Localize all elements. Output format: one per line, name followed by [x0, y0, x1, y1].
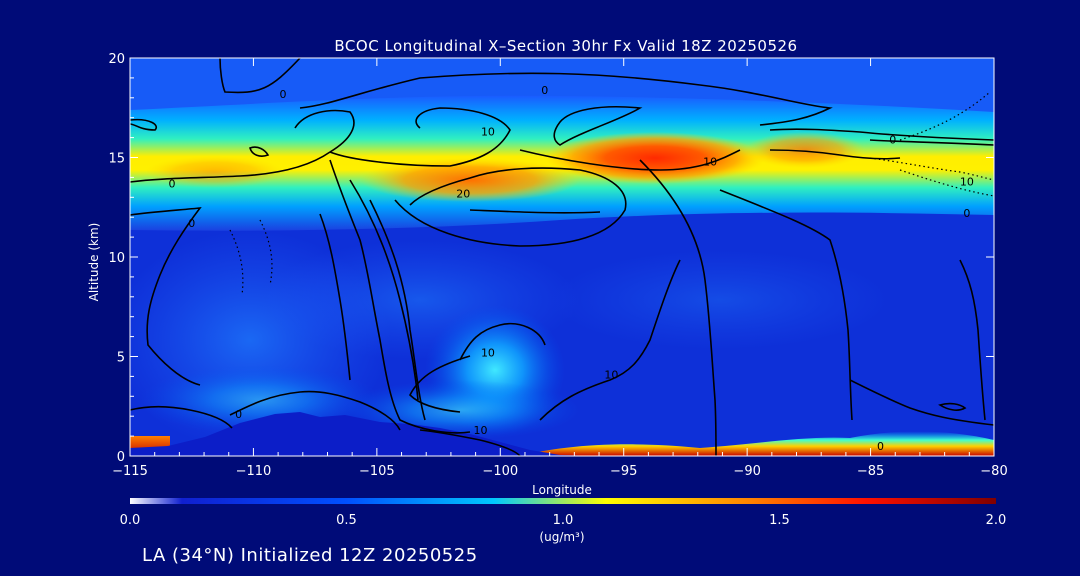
y-tick-label: 15 [108, 152, 125, 167]
contour-label: 0 [235, 408, 242, 421]
plot-area: 0 0 10 10 0 20 0 10 0 0 10 10 0 10 0 [130, 58, 994, 456]
y-tick-label: 5 [117, 351, 125, 366]
contour-label: 0 [188, 217, 195, 230]
y-axis: 0 5 10 15 20 [108, 52, 994, 465]
x-tick-label: −110 [236, 464, 272, 479]
contour-label: 10 [481, 126, 495, 139]
contour-label: 0 [963, 207, 970, 220]
chart-title: BCOC Longitudinal X–Section 30hr Fx Vali… [334, 37, 797, 55]
hot-core [545, 132, 765, 184]
y-tick-label: 10 [108, 251, 125, 266]
x-tick-label: −95 [610, 464, 637, 479]
colorbar-ticks: 0.0 0.5 1.0 1.5 2.0 [120, 513, 1007, 528]
contour-label: 0 [877, 440, 884, 453]
contour-label: 0 [541, 84, 548, 97]
x-tick-label: −90 [733, 464, 760, 479]
contour-label: 10 [474, 424, 488, 437]
contour-label: 10 [604, 368, 618, 381]
y-axis-label: Altitude (km) [87, 223, 101, 302]
contour-label: 0 [280, 88, 287, 101]
colorbar-tick-label: 1.5 [769, 513, 790, 528]
x-tick-label: −105 [359, 464, 395, 479]
colorbar-tick-label: 0.0 [120, 513, 141, 528]
colorbar-tick-label: 0.5 [336, 513, 357, 528]
contour-label: 10 [960, 175, 974, 188]
dotted-contours [229, 91, 994, 296]
orange-blob-east [745, 132, 865, 168]
contour-lines [130, 58, 994, 456]
contour-labels: 0 0 10 10 0 20 0 10 0 0 10 10 0 10 0 [168, 84, 973, 453]
y-tick-label: 20 [108, 52, 125, 67]
x-tick-label: −80 [980, 464, 1007, 479]
contour-label: 0 [889, 134, 896, 147]
x-tick-label: −115 [112, 464, 148, 479]
contour-label: 0 [168, 177, 175, 190]
footer-init-text: LA (34°N) Initialized 12Z 20250525 [142, 545, 478, 566]
terrain [130, 412, 600, 456]
eastern-surface-plume [520, 431, 994, 456]
colorbar-tick-label: 2.0 [986, 513, 1007, 528]
x-axis: −115 −110 −105 −100 −95 −90 −85 −80 [112, 58, 1008, 479]
contour-label: 10 [481, 347, 495, 360]
colorbar-tick-label: 1.0 [553, 513, 574, 528]
x-axis-label: Longitude [532, 483, 592, 497]
colorbar-unit-label: (ug/m³) [539, 530, 584, 544]
colorbar [130, 498, 996, 504]
y-tick-label: 0 [117, 450, 125, 465]
x-tick-label: −85 [857, 464, 884, 479]
x-tick-label: −100 [482, 464, 518, 479]
contour-label: 10 [703, 155, 717, 168]
contour-label: 20 [456, 187, 470, 200]
